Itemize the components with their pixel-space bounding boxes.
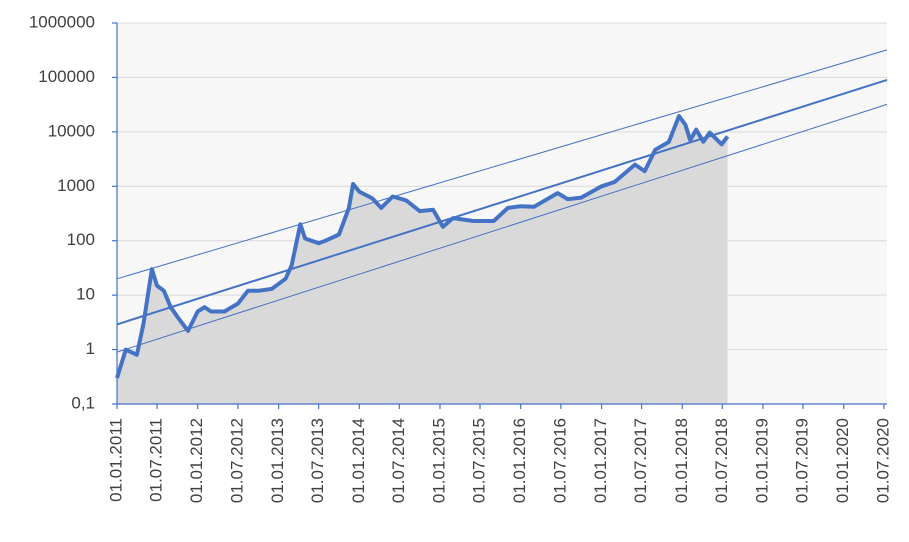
x-tick-label: 01.01.2020 [833, 418, 852, 503]
x-tick-label: 01.07.2015 [469, 418, 488, 503]
x-tick-label: 01.07.2019 [792, 418, 811, 503]
y-tick-label: 10 [76, 285, 95, 304]
x-tick-label: 01.01.2016 [510, 418, 529, 503]
x-tick-label: 01.07.2020 [873, 418, 892, 503]
x-tick-label: 01.07.2012 [227, 418, 246, 503]
price-area [117, 116, 728, 404]
x-tick-label: 01.07.2017 [631, 418, 650, 503]
y-tick-label: 100 [67, 230, 95, 249]
trend-line [116, 103, 888, 353]
x-tick-label: 01.07.2016 [550, 418, 569, 503]
x-tick-label: 01.01.2012 [187, 418, 206, 503]
x-tick-label: 01.01.2019 [752, 418, 771, 503]
price-line [115, 114, 730, 379]
trend-line [116, 49, 888, 280]
y-tick-label: 1 [86, 339, 95, 358]
x-tick-label: 01.07.2011 [146, 418, 165, 502]
x-tick-label: 01.07.2014 [389, 418, 408, 503]
x-tick-label: 01.01.2011 [106, 418, 125, 502]
x-tick-label: 01.07.2013 [308, 418, 327, 503]
trend-line [116, 78, 888, 326]
y-tick-label: 1000000 [29, 12, 95, 31]
y-tick-label: 0,1 [71, 393, 95, 412]
y-tick-label: 100000 [38, 67, 95, 86]
y-tick-label: 1000 [57, 176, 95, 195]
x-tick-label: 01.01.2015 [429, 418, 448, 503]
x-tick-label: 01.01.2017 [591, 418, 610, 503]
x-tick-label: 01.01.2013 [268, 418, 287, 503]
y-tick-label: 10000 [48, 121, 95, 140]
x-tick-label: 01.07.2018 [712, 418, 731, 503]
x-tick-label: 01.01.2018 [672, 418, 691, 503]
x-tick-label: 01.01.2014 [349, 418, 368, 503]
